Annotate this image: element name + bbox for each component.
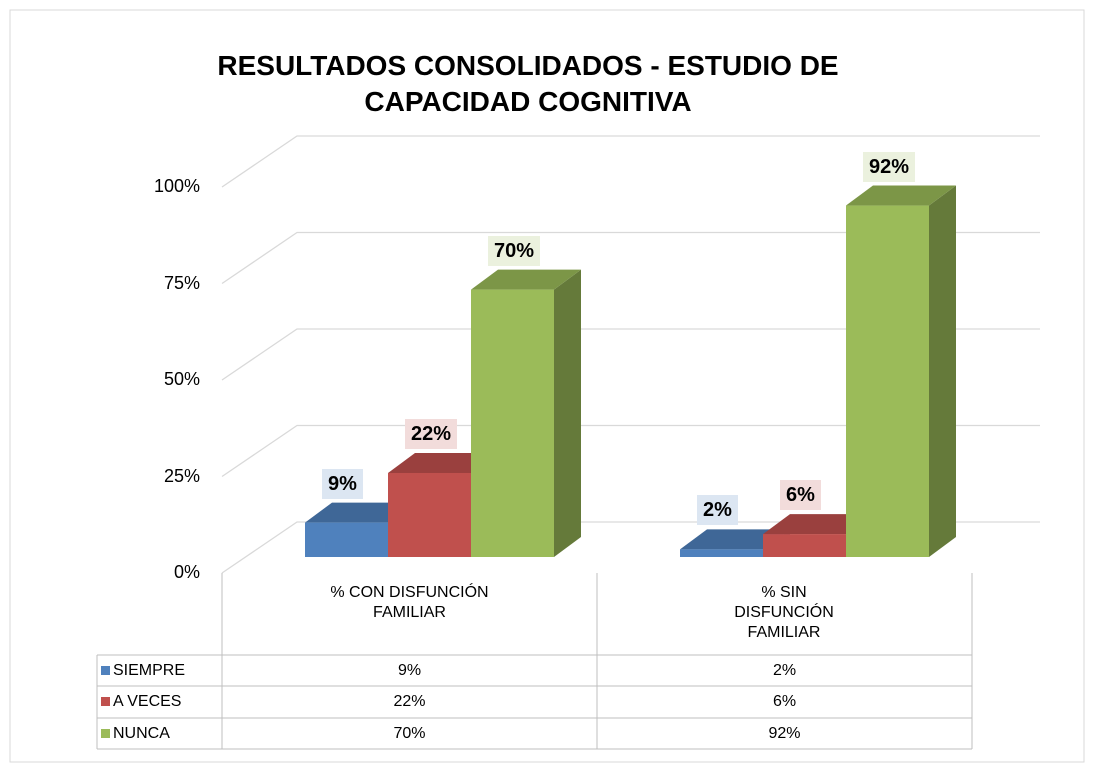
legend-swatch — [101, 729, 110, 738]
bar-top — [388, 452, 498, 473]
bar-top — [680, 529, 790, 550]
data-label: 6% — [780, 480, 821, 511]
data-label: 92% — [863, 151, 916, 182]
bar-side — [554, 269, 581, 557]
legend-entry: NUNCA — [97, 718, 170, 749]
y-tick-label: 0% — [173, 562, 200, 582]
legend-entry: A VECES — [97, 686, 181, 717]
grid-line — [221, 135, 1040, 188]
bar-front — [471, 289, 554, 557]
grid-line — [221, 328, 1040, 381]
grid-line — [221, 424, 1040, 478]
y-tick-label: 50% — [163, 369, 200, 389]
data-label: 2% — [697, 495, 738, 526]
bar — [846, 185, 956, 557]
legend-swatch — [101, 666, 110, 675]
category-label: % CON DISFUNCIÓN FAMILIAR — [330, 584, 489, 621]
bar-front — [763, 534, 846, 557]
chart-border — [9, 9, 1085, 763]
bar-top — [305, 502, 415, 523]
bar-top — [846, 185, 956, 206]
bar-front — [305, 522, 388, 557]
category-label: % SIN DISFUNCIÓN FAMILIAR — [734, 584, 834, 641]
bar-top — [763, 514, 873, 535]
table-cell: 22% — [393, 693, 426, 710]
bar-top — [471, 269, 581, 290]
data-label: 9% — [322, 468, 363, 499]
table-cell: 9% — [397, 662, 422, 679]
table-cell: 92% — [768, 725, 801, 742]
legend-label: SIEMPRE — [113, 662, 186, 679]
table-cell: 70% — [393, 725, 426, 742]
legend-swatch — [101, 697, 110, 706]
bar — [471, 269, 581, 557]
chart-title: RESULTADOS CONSOLIDADOS - ESTUDIO DE CAP… — [217, 50, 839, 117]
table-cell: 2% — [772, 662, 797, 679]
table-cell: 6% — [772, 693, 797, 710]
y-tick-label: 75% — [163, 272, 200, 293]
grid-line — [221, 231, 1040, 285]
bar-front — [846, 205, 929, 557]
data-label: 22% — [405, 418, 458, 449]
y-tick-label: 25% — [163, 465, 200, 486]
bar-front — [680, 549, 763, 557]
legend-label: NUNCA — [113, 725, 170, 742]
legend-entry: SIEMPRE — [97, 655, 185, 686]
legend-label: A VECES — [113, 693, 182, 710]
bar-side — [929, 185, 956, 557]
data-label: 70% — [488, 235, 541, 266]
bar-front — [388, 472, 471, 557]
y-tick-label: 100% — [153, 176, 200, 196]
